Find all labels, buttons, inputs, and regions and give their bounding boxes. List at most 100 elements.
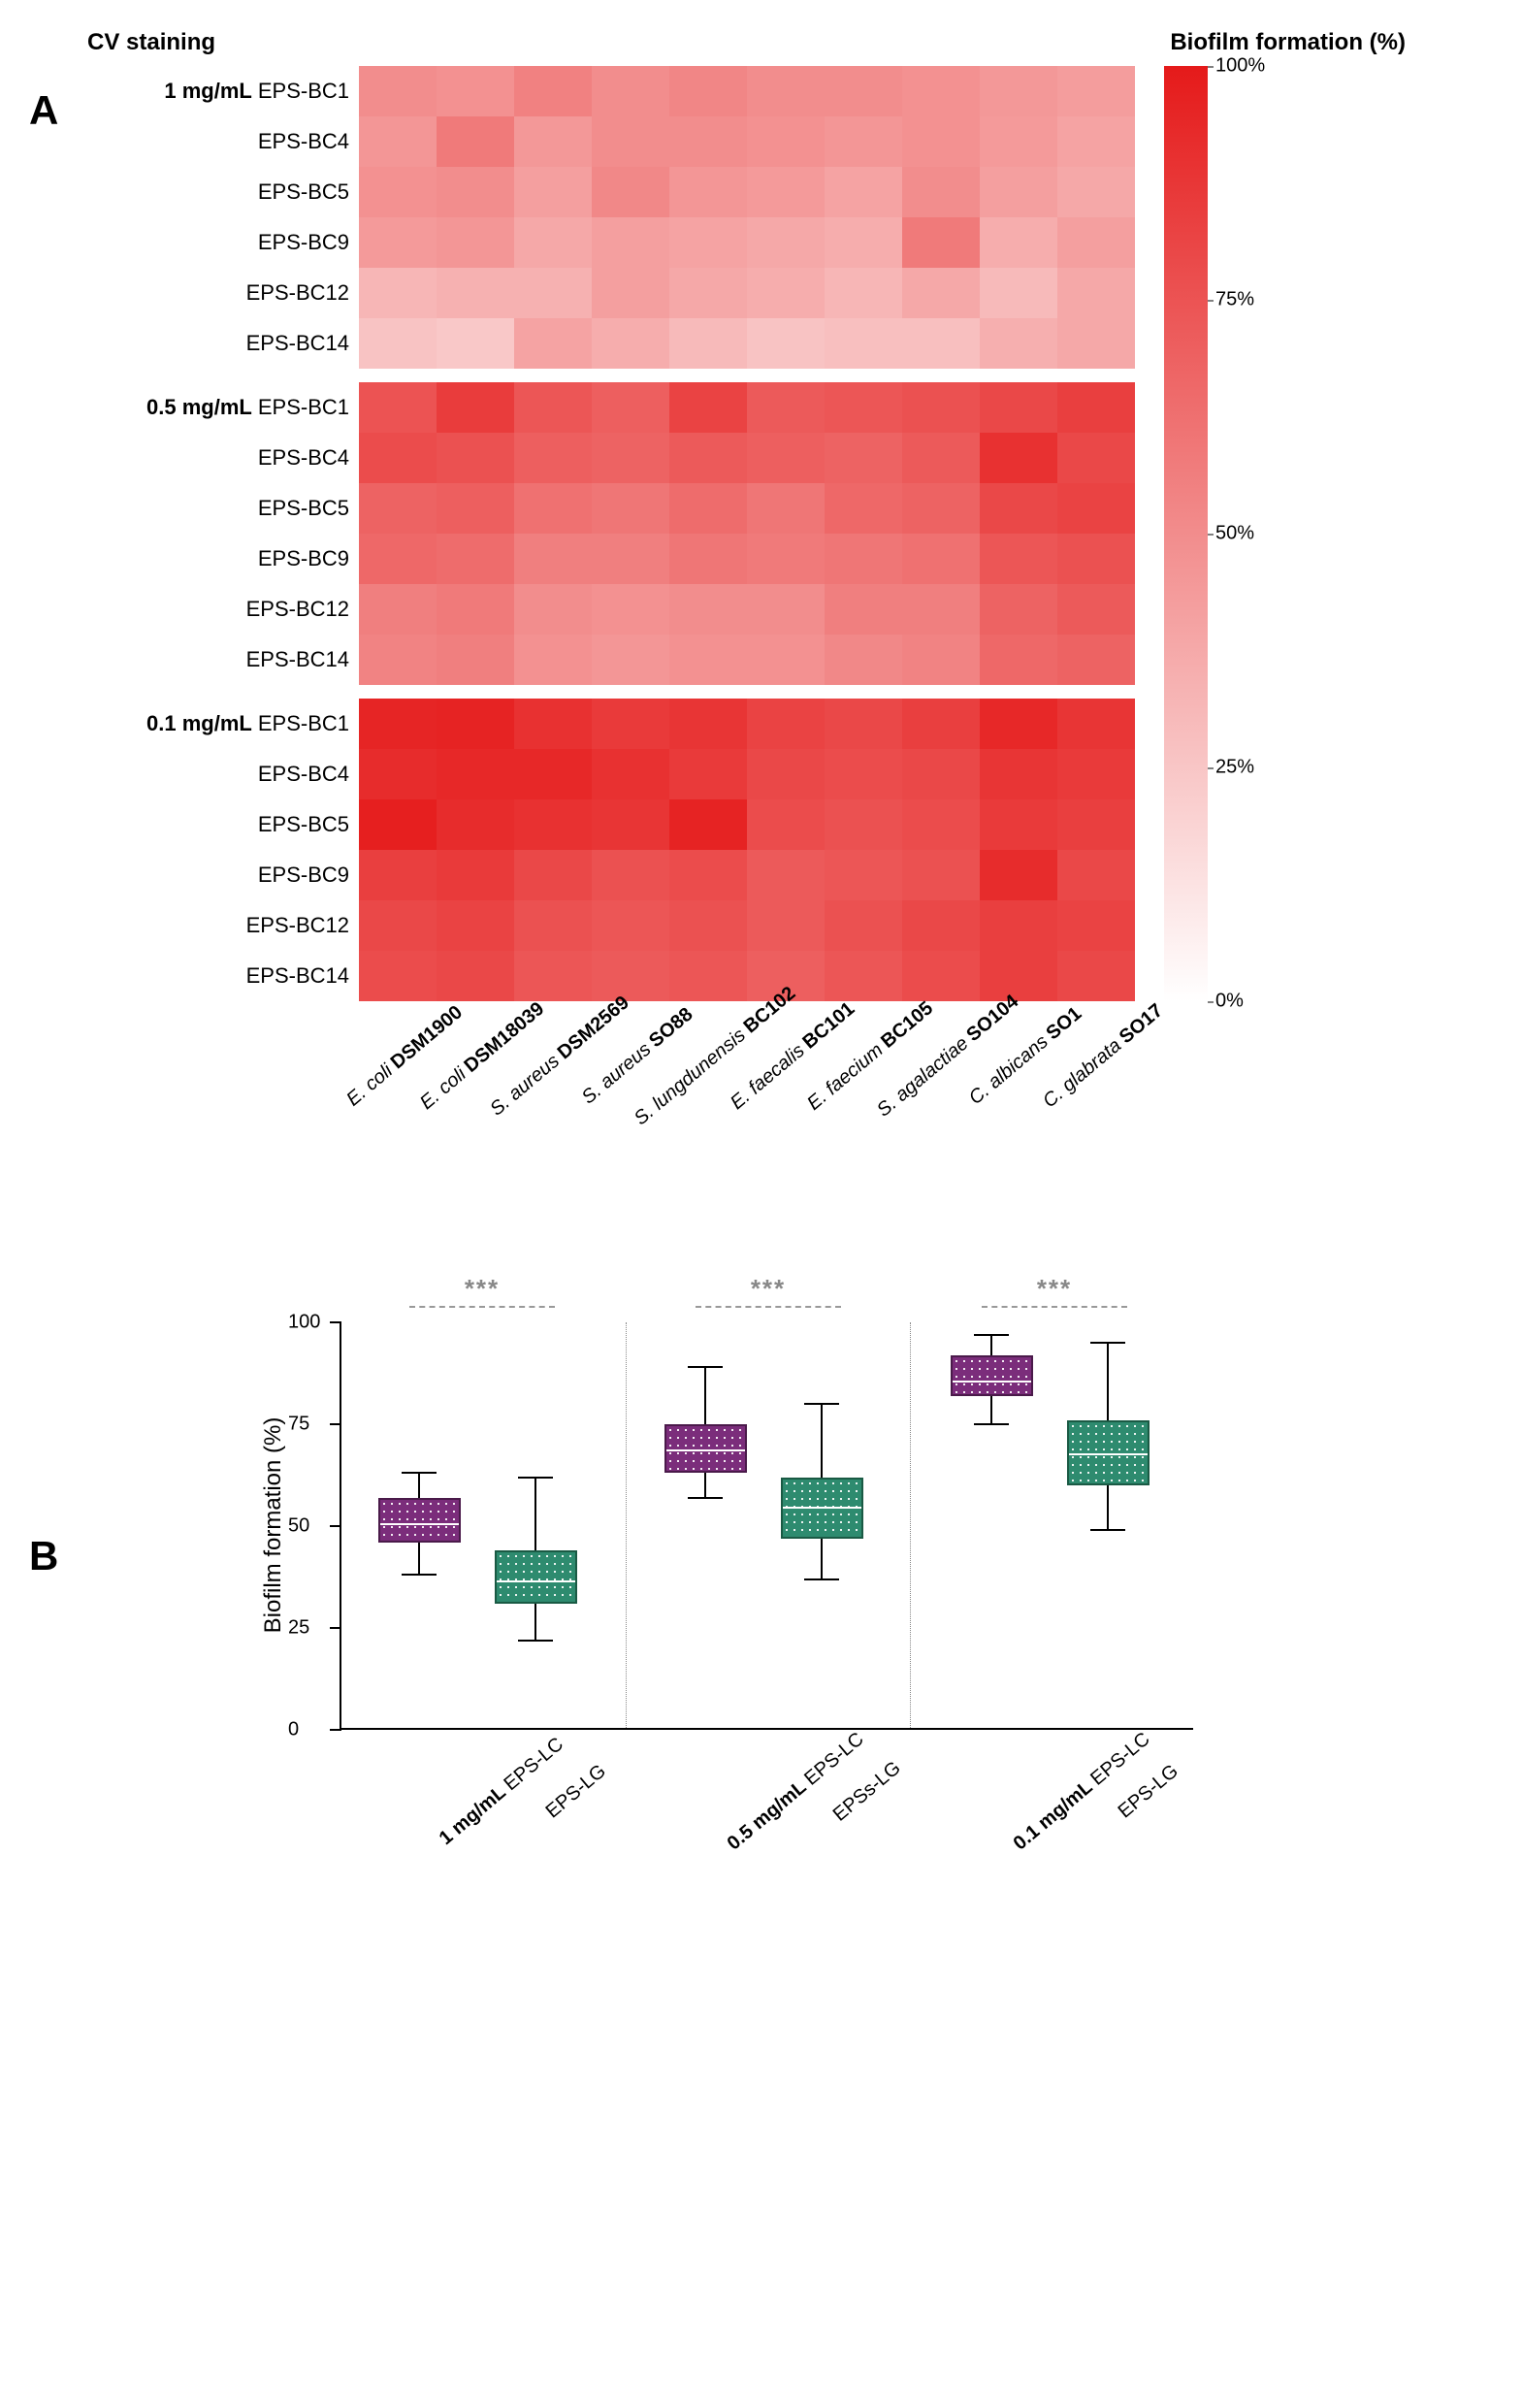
heatmap-cell [980,382,1057,433]
heatmap-x-label: S. lungdunensisBC102 [678,1023,752,1090]
boxplot-x-labels: 1 mg/mLEPS-LCEPS-LG0.5 mg/mLEPS-LCEPSs-L… [340,1740,1493,1875]
heatmap-cell [592,584,669,635]
heatmap-cell [980,850,1057,900]
heatmap-cell [980,167,1057,217]
heatmap-cell [902,167,980,217]
colorbar-wrap: 100%75%50%25%0% [1164,66,1276,1001]
heatmap-cell [514,951,592,1001]
panel-a-label: A [29,87,58,134]
heatmap-cell [514,382,592,433]
heatmap-cell [437,534,514,584]
heatmap-cell [825,217,902,268]
box [1067,1420,1150,1485]
heatmap-cell [1057,66,1135,116]
box [378,1498,461,1543]
title-right: Biofilm formation (%) [1170,29,1406,56]
heatmap-cell [592,635,669,685]
heatmap-cell [437,268,514,318]
box-median [783,1507,861,1509]
boxplot-x-label: EPS-LG [542,1760,611,1823]
whisker-cap [402,1472,437,1474]
heatmap-cell [514,318,592,369]
heatmap-cell [669,268,747,318]
whisker-cap [974,1423,1009,1425]
heatmap-cell [825,66,902,116]
box-median [666,1449,745,1451]
heatmap-cell [437,433,514,483]
heatmap-row [359,749,1135,799]
heatmap-cell [747,382,825,433]
heatmap-cell [669,116,747,167]
heatmap-row-label: 1 mg/mLEPS-BC1 [87,66,359,116]
heatmap-cell [592,951,669,1001]
heatmap-cell [359,318,437,369]
heatmap-cell [825,318,902,369]
whisker-cap [688,1366,723,1368]
heatmap-cell [592,900,669,951]
heatmap-cell [902,483,980,534]
heatmap-cell [669,900,747,951]
heatmap-cell [592,116,669,167]
heatmap-cell [747,799,825,850]
heatmap-cell [437,483,514,534]
heatmap-cell [825,268,902,318]
heatmap-row-label: EPS-BC4 [87,749,359,799]
colorbar-tick: 50% [1215,523,1254,545]
box [495,1550,577,1604]
heatmap-cell [1057,749,1135,799]
heatmap-cell [514,483,592,534]
heatmap-cell [514,534,592,584]
heatmap-cell [902,951,980,1001]
heatmap-row [359,217,1135,268]
heatmap-cell [437,66,514,116]
heatmap-cell [359,635,437,685]
heatmap-area: 1 mg/mLEPS-BC1EPS-BC4EPS-BC5EPS-BC9EPS-B… [87,66,1493,1001]
y-tick [330,1423,341,1425]
heatmap-cell [437,799,514,850]
heatmap-cell [980,900,1057,951]
heatmap-row-label: 0.5 mg/mLEPS-BC1 [87,382,359,433]
heatmap-cell [825,749,902,799]
heatmap-cell [747,318,825,369]
whisker-cap [518,1477,553,1479]
heatmap-cell [669,699,747,749]
heatmap-cell [514,167,592,217]
heatmap-cell [359,584,437,635]
heatmap-cell [747,433,825,483]
heatmap-cell [514,749,592,799]
heatmap-cell [747,268,825,318]
colorbar-ticks: 100%75%50%25%0% [1208,66,1276,1001]
figure-container: CV staining Biofilm formation (%) A 1 mg… [29,29,1493,1875]
heatmap-cell [825,900,902,951]
heatmap-cell [669,850,747,900]
heatmap-row-label: 0.1 mg/mLEPS-BC1 [87,699,359,749]
heatmap-row [359,951,1135,1001]
heatmap-cell [669,217,747,268]
heatmap-x-label: E. faeciumBC105 [833,1023,907,1090]
heatmap-cell [825,382,902,433]
heatmap-cell [747,167,825,217]
heatmap-x-label: S. agalactiaeSO104 [911,1023,985,1090]
heatmap-cell [359,66,437,116]
significance-marker: *** [696,1274,841,1308]
heatmap-cell [1057,534,1135,584]
panel-b: Biofilm formation (%) 0255075100********… [340,1322,1493,1875]
heatmap-cell [592,483,669,534]
heatmap-row-label: EPS-BC9 [87,217,359,268]
heatmap-cell [359,900,437,951]
title-left: CV staining [87,29,215,56]
heatmap-row [359,116,1135,167]
heatmap-row-label: EPS-BC9 [87,534,359,584]
heatmap-cell [359,699,437,749]
heatmap-row [359,900,1135,951]
heatmap-cell [359,850,437,900]
heatmap-cell [747,850,825,900]
y-tick-label: 100 [288,1312,320,1334]
heatmap-cell [359,116,437,167]
boxplot-y-label: Biofilm formation (%) [260,1417,287,1634]
heatmap-cell [980,635,1057,685]
heatmap-cell [902,584,980,635]
heatmap-cell [669,483,747,534]
heatmap-cell [825,799,902,850]
heatmap-x-labels: E. coliDSM1900E. coliDSM18039S. aureusDS… [359,1009,1493,1070]
